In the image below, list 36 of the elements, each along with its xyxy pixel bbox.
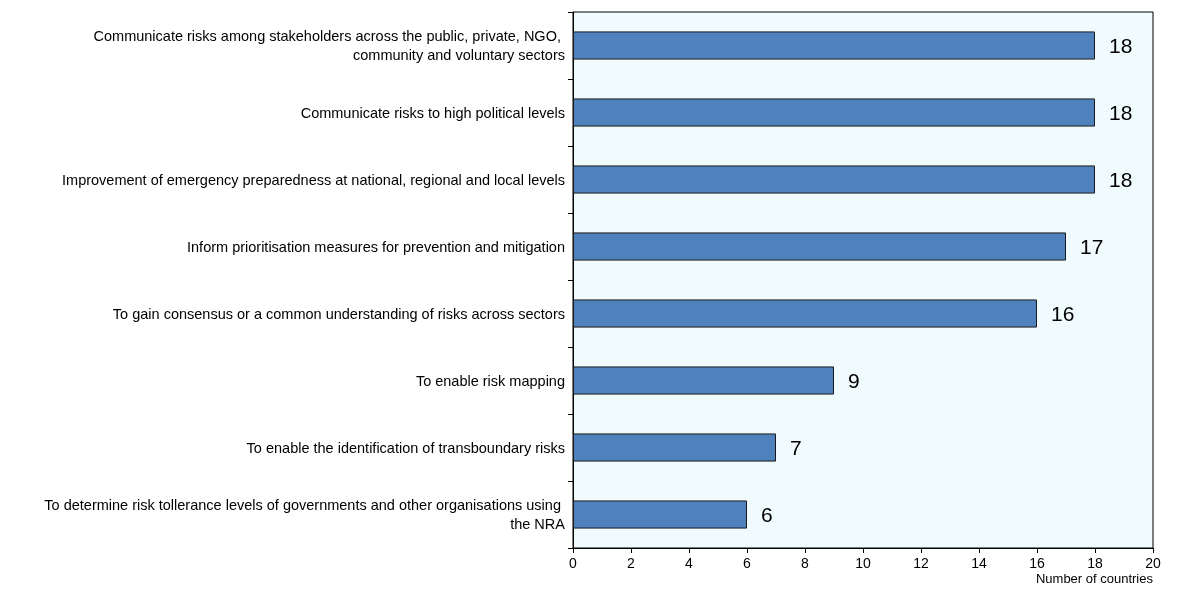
data-label: 9 [848, 369, 860, 392]
bar [573, 299, 1037, 328]
y-tick-label: Communicate risks to high political levels [300, 104, 565, 121]
data-label: 16 [1051, 302, 1075, 325]
y-tick-label: To enable risk mapping [415, 372, 565, 389]
bar [573, 98, 1095, 127]
data-label: 18 [1109, 101, 1133, 124]
x-tick-label: 20 [1145, 555, 1161, 571]
bar [573, 165, 1095, 194]
x-tick-label: 10 [855, 555, 871, 571]
x-tick-label: 0 [569, 555, 578, 571]
y-tick-label: To determine risk tollerance levels of governments and other organisations using the NRA [44, 497, 566, 532]
bar [573, 500, 747, 529]
data-label: 18 [1109, 34, 1133, 57]
bar [573, 31, 1095, 60]
x-tick-label: 16 [1029, 555, 1045, 571]
data-label: 17 [1080, 235, 1104, 258]
data-label: 6 [761, 503, 773, 526]
data-label: 18 [1109, 168, 1133, 191]
x-tick-label: 8 [801, 555, 810, 571]
x-tick-label: 18 [1087, 555, 1103, 571]
x-tick-label: 6 [743, 555, 752, 571]
y-tick-label: Inform prioritisation measures for prevention and mitigation [187, 238, 565, 255]
x-tick-label: 2 [627, 555, 636, 571]
bar [573, 433, 776, 462]
data-label: 7 [790, 436, 802, 459]
x-axis-title: Number of countries [1035, 571, 1154, 586]
y-tick-label: To gain consensus or a common understanding of risks across sectors [112, 305, 565, 322]
bar [573, 232, 1066, 261]
y-tick-label: Communicate risks among stakeholders across the public, private, NGO, community and voluntary sectors [93, 28, 565, 63]
y-tick-label: Improvement of emergency preparedness at national, regional and local levels [62, 171, 565, 188]
x-tick-label: 14 [971, 555, 987, 571]
bar [573, 366, 834, 395]
x-tick-label: 12 [913, 555, 929, 571]
x-tick-label: 4 [685, 555, 694, 571]
y-tick-label: To enable the identification of transboundary risks [246, 439, 565, 456]
